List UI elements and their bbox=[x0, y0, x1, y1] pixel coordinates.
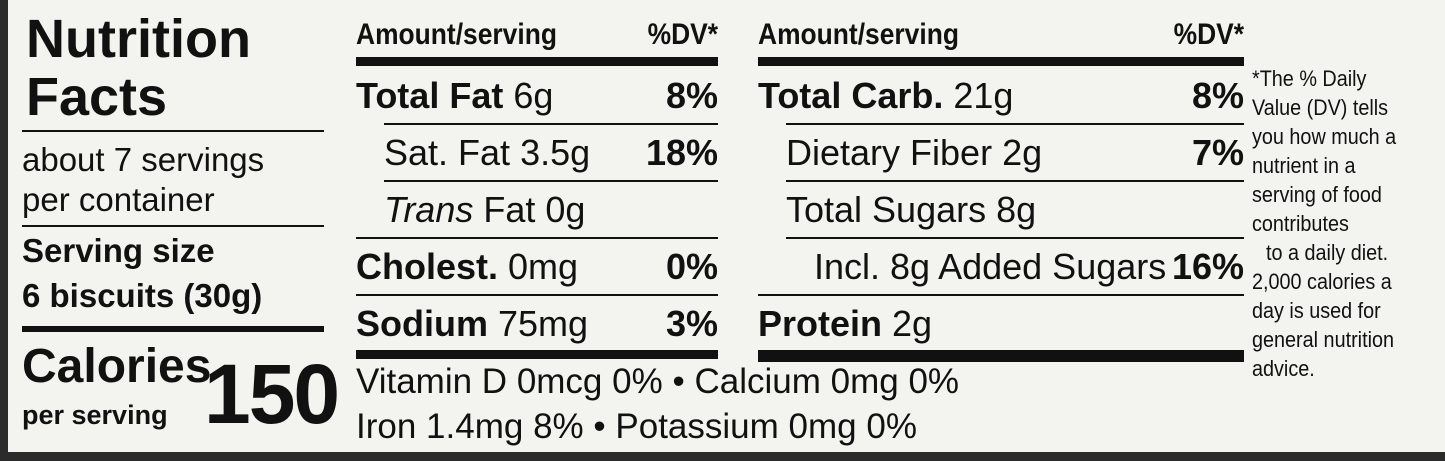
column-header: Amount/serving bbox=[356, 18, 557, 51]
divider bbox=[758, 294, 1244, 296]
micronutrient-line: Iron 1.4mg 8% • Potassium 0mg 0% bbox=[356, 409, 917, 444]
nutrient-name: Incl. 8g Added Sugars bbox=[814, 246, 1167, 287]
footnote-line: you how much a bbox=[1252, 124, 1397, 149]
daily-value: 16% bbox=[1171, 246, 1244, 287]
nutrient-row: Total Carb. 21g bbox=[758, 78, 1013, 114]
separator: • bbox=[593, 407, 606, 446]
nutrient-amount: 3.5g bbox=[520, 132, 591, 173]
divider bbox=[356, 237, 718, 239]
divider bbox=[356, 294, 718, 296]
nutrient-amount: 21g bbox=[953, 75, 1014, 116]
daily-value: 3% bbox=[665, 303, 718, 344]
nutrient-name: Dietary Fiber bbox=[786, 132, 993, 173]
footnote-line: general nutrition bbox=[1252, 327, 1395, 352]
title: Nutrition bbox=[26, 9, 251, 69]
divider bbox=[22, 130, 324, 132]
micronutrient-name: Potassium bbox=[615, 407, 779, 446]
footnote-line: 2,000 calories a bbox=[1252, 269, 1392, 294]
divider bbox=[384, 180, 718, 182]
column-header: %DV* bbox=[647, 18, 718, 51]
serving-size-label: Serving size bbox=[22, 232, 215, 269]
calories-label: Calories bbox=[22, 340, 212, 393]
nutrient-name: Sat. Fat bbox=[384, 132, 511, 173]
nutrient-name: Sodium bbox=[356, 303, 488, 344]
divider bbox=[758, 350, 1244, 362]
nutrient-name: Total Sugars bbox=[786, 189, 987, 230]
nutrient-row: Sat. Fat 3.5g bbox=[384, 135, 590, 171]
nutrient-name: Total Fat bbox=[356, 75, 504, 116]
divider bbox=[758, 57, 1244, 66]
daily-value: 8% bbox=[1191, 75, 1244, 116]
nutrient-row: Total Fat 6g bbox=[356, 78, 553, 114]
micronutrient-amount: 1.4mg bbox=[426, 407, 524, 446]
micronutrient-amount: 0mg bbox=[830, 362, 899, 401]
footnote-line: contributes bbox=[1252, 211, 1349, 236]
nutrition-label: Nutrition Facts about 7 servings per con… bbox=[8, 0, 1445, 452]
nutrient-amount: 6g bbox=[513, 75, 554, 116]
footnote-line: nutrient in a bbox=[1252, 153, 1356, 178]
title: Facts bbox=[26, 67, 168, 127]
footnote-line: Value (DV) tells bbox=[1252, 95, 1389, 120]
nutrient-row: Total Sugars 8g bbox=[786, 192, 1036, 228]
micronutrient-amount: 0mcg bbox=[516, 362, 603, 401]
nutrient-prefix: Trans bbox=[384, 189, 474, 230]
nutrient-row: Cholest. 0mg bbox=[356, 249, 578, 285]
micronutrient-amount: 0mg bbox=[788, 407, 857, 446]
serving-size: 6 biscuits (30g) bbox=[22, 277, 263, 314]
divider bbox=[356, 350, 718, 359]
separator: • bbox=[672, 362, 685, 401]
footnote-line: serving of food bbox=[1252, 182, 1382, 207]
micronutrient-name: Calcium bbox=[694, 362, 821, 401]
daily-value: 0% bbox=[665, 246, 718, 287]
nutrient-amount: 8g bbox=[996, 189, 1037, 230]
micronutrient-name: Iron bbox=[356, 407, 417, 446]
nutrient-row: Incl. 8g Added Sugars bbox=[814, 249, 1166, 285]
servings: about 7 servings bbox=[22, 141, 265, 178]
nutrient-amount: 0g bbox=[545, 189, 586, 230]
footnote-line: day is used for bbox=[1252, 298, 1381, 323]
micronutrient-line: Vitamin D 0mcg 0% • Calcium 0mg 0% bbox=[356, 364, 959, 399]
divider bbox=[22, 326, 324, 332]
micronutrient-dv: 0% bbox=[866, 407, 917, 446]
nutrient-row: Protein 2g bbox=[758, 306, 932, 342]
daily-value: 7% bbox=[1191, 132, 1244, 173]
nutrient-name: Total Carb. bbox=[758, 75, 944, 116]
micronutrient-dv: 8% bbox=[533, 407, 584, 446]
nutrient-name: Cholest. bbox=[356, 246, 499, 287]
divider bbox=[384, 123, 718, 125]
calories: 150 bbox=[204, 347, 340, 441]
nutrient-row: Trans Fat 0g bbox=[384, 192, 585, 228]
divider bbox=[22, 225, 324, 227]
footnote-line: to a daily diet. bbox=[1266, 240, 1389, 265]
nutrient-name: Protein bbox=[758, 303, 883, 344]
footnote-line: advice. bbox=[1252, 356, 1315, 381]
divider bbox=[786, 180, 1244, 182]
nutrient-row: Dietary Fiber 2g bbox=[786, 135, 1042, 171]
nutrient-amount: 2g bbox=[1002, 132, 1043, 173]
nutrient-amount: 75mg bbox=[498, 303, 589, 344]
footnote-line: *The % Daily bbox=[1252, 66, 1367, 91]
nutrient-amount: 0mg bbox=[508, 246, 579, 287]
daily-value: 18% bbox=[645, 132, 718, 173]
per-serving: per serving bbox=[22, 400, 168, 430]
micronutrient-dv: 0% bbox=[612, 362, 663, 401]
servings: per container bbox=[22, 181, 215, 218]
column-header: %DV* bbox=[1173, 18, 1244, 51]
divider bbox=[786, 123, 1244, 125]
nutrient-amount: 2g bbox=[892, 303, 933, 344]
divider bbox=[356, 57, 718, 66]
column-header: Amount/serving bbox=[758, 18, 959, 51]
nutrient-row: Sodium 75mg bbox=[356, 306, 588, 342]
daily-value: 8% bbox=[665, 75, 718, 116]
micronutrient-dv: 0% bbox=[908, 362, 960, 401]
micronutrient-name: Vitamin D bbox=[356, 362, 508, 401]
nutrient-name: Fat bbox=[483, 189, 536, 230]
divider bbox=[786, 237, 1244, 239]
